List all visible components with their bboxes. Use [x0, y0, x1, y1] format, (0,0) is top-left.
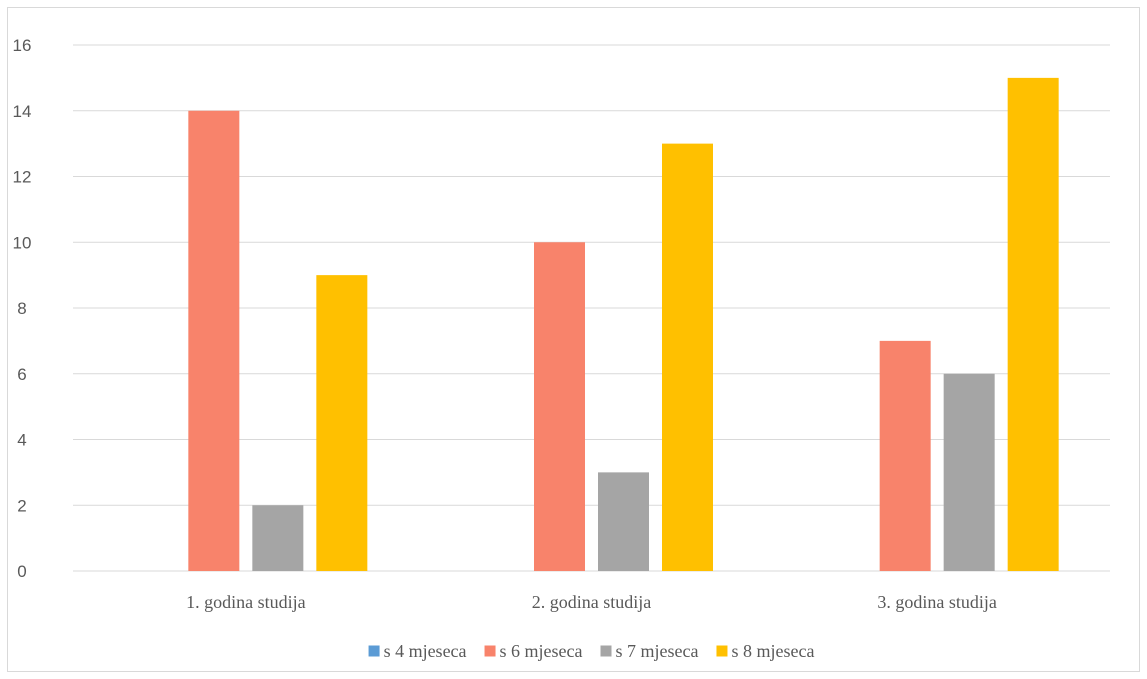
- legend-swatch: [600, 645, 612, 657]
- legend: s 4 mjeseca s 6 mjeseca s 7 mjeseca s 8 mje…: [368, 641, 814, 661]
- y-tick-label: 8: [17, 299, 26, 318]
- bar-s-6-mjeseca-1: [188, 110, 240, 571]
- bar-s-7-mjeseca-3: [943, 373, 995, 571]
- legend-swatch: [716, 645, 728, 657]
- legend-label: s 4 mjeseca: [384, 641, 467, 661]
- legend-swatch: [484, 645, 496, 657]
- y-tick-label: 16: [13, 36, 32, 55]
- x-tick-label: 2. godina studija: [532, 592, 652, 612]
- bar-s-7-mjeseca-1: [252, 505, 304, 571]
- legend-swatch: [368, 645, 380, 657]
- bars: [188, 77, 1059, 571]
- bar-s-6-mjeseca-2: [534, 242, 585, 571]
- y-tick-label: 4: [17, 431, 26, 450]
- x-axis-ticks: 1. godina studija 2. godina studija 3. god…: [186, 592, 997, 612]
- bar-s-8-mjeseca-1: [316, 275, 368, 571]
- y-tick-label: 2: [17, 496, 26, 515]
- y-tick-label: 0: [17, 562, 26, 581]
- y-tick-label: 10: [13, 233, 32, 252]
- bar-s-6-mjeseca-3: [879, 340, 931, 571]
- x-tick-label: 3. godina studija: [877, 592, 997, 612]
- bar-s-8-mjeseca-2: [662, 143, 713, 571]
- bar-s-8-mjeseca-3: [1007, 77, 1059, 571]
- y-axis-ticks: 0 2 4 6 8 10 12 14 16: [13, 36, 32, 581]
- bar-s-7-mjeseca-2: [598, 472, 649, 571]
- y-tick-label: 12: [13, 168, 32, 187]
- chart-frame: 0 2 4 6 8 10 12 14 16 1. godina studija 2. godina…: [7, 7, 1140, 672]
- gridlines: [73, 44, 1110, 572]
- legend-label: s 7 mjeseca: [616, 641, 699, 661]
- y-tick-label: 14: [13, 102, 32, 121]
- legend-label: s 6 mjeseca: [500, 641, 583, 661]
- y-tick-label: 6: [17, 365, 26, 384]
- legend-label: s 8 mjeseca: [731, 641, 814, 661]
- x-tick-label: 1. godina studija: [186, 592, 306, 612]
